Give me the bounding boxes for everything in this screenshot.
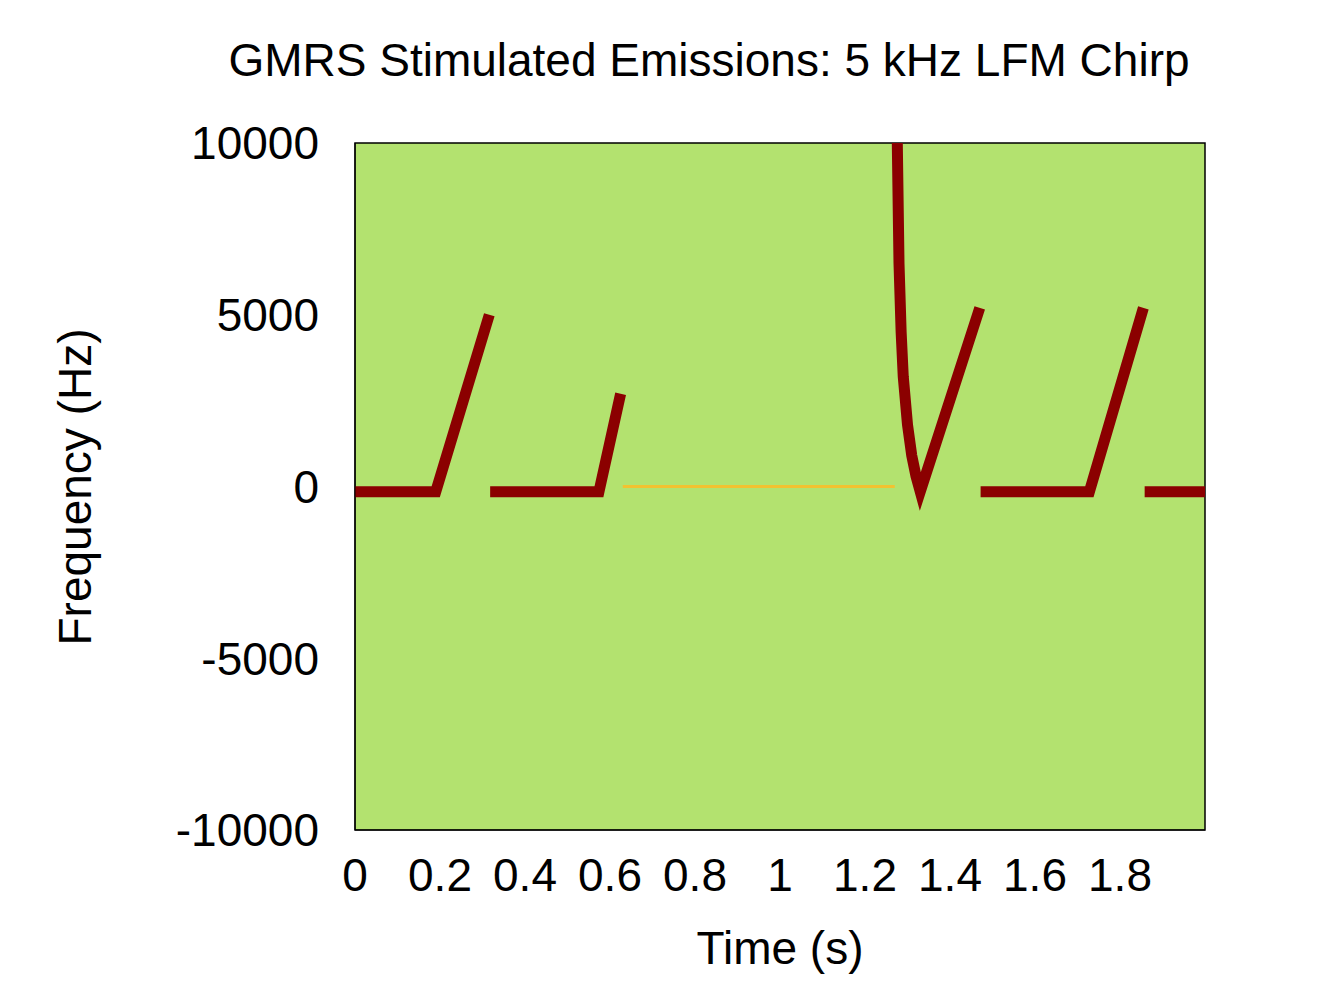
html-text:Frequency (Hz): Frequency (Hz) <box>49 328 101 646</box>
svg-text:10000: 10000 <box>191 117 319 169</box>
svg-text:0: 0 <box>342 849 368 901</box>
svg-text:1.4: 1.4 <box>918 849 982 901</box>
html-text:GMRS Stimulated Emissions: 5 k: GMRS Stimulated Emissions: 5 kHz LFM Chi… <box>228 34 1190 86</box>
svg-text:0.4: 0.4 <box>493 849 557 901</box>
svg-text:-5000: -5000 <box>201 633 319 685</box>
html-text:Time (s): Time (s) <box>696 922 864 974</box>
svg-text:5000: 5000 <box>217 289 319 341</box>
svg-text:0.6: 0.6 <box>578 849 642 901</box>
svg-text:-10000: -10000 <box>176 804 319 856</box>
svg-text:0.2: 0.2 <box>408 849 472 901</box>
svg-text:1.8: 1.8 <box>1088 849 1152 901</box>
svg-text:1: 1 <box>767 849 793 901</box>
svg-text:0: 0 <box>293 461 319 513</box>
svg-text:1.2: 1.2 <box>833 849 897 901</box>
svg-text:1.6: 1.6 <box>1003 849 1067 901</box>
svg-text:0.8: 0.8 <box>663 849 727 901</box>
